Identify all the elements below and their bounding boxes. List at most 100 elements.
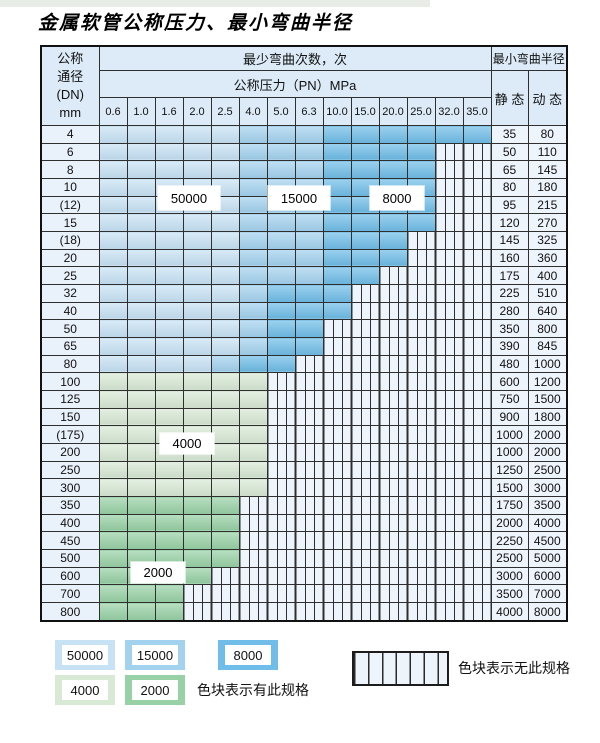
spec-cell — [126, 178, 156, 197]
no-spec-cell — [322, 337, 352, 356]
no-spec-cell — [434, 443, 464, 462]
table-row: 4 35 80 — [40, 125, 568, 144]
spec-cell — [210, 549, 240, 568]
dn-label: 200 — [40, 443, 100, 462]
dn-label: 100 — [40, 372, 100, 392]
spec-cell — [126, 460, 156, 480]
no-spec-cell — [294, 496, 324, 515]
no-spec-cell — [350, 337, 380, 356]
spec-cell — [126, 443, 156, 462]
spec-cell — [126, 142, 156, 162]
spec-cell — [154, 284, 184, 303]
has-spec-label: 色块表示有此规格 — [197, 682, 309, 698]
no-spec-cell — [378, 354, 408, 374]
dn-label: 10 — [40, 178, 100, 197]
spec-cell — [98, 142, 128, 162]
dynamic-value: 6000 — [527, 566, 568, 586]
no-spec-cell — [294, 549, 324, 568]
spec-cell — [238, 195, 268, 215]
spec-cell — [322, 284, 352, 303]
spec-cell — [182, 390, 212, 409]
spec-cell — [98, 337, 128, 356]
pressure-tick: 20.0 — [378, 97, 408, 126]
spec-cell — [210, 531, 240, 551]
no-spec-cell — [350, 566, 380, 586]
table-row: 8 65 145 — [40, 160, 568, 180]
dynamic-value: 1000 — [527, 354, 568, 374]
spec-cell — [154, 301, 184, 321]
spec-cell — [210, 284, 240, 303]
radius-header: 最小弯曲半径 — [490, 45, 568, 71]
spec-cell — [406, 160, 436, 180]
no-spec-cell — [434, 301, 464, 321]
no-spec-cell — [434, 354, 464, 374]
no-spec-cell — [350, 301, 380, 321]
no-spec-cell — [322, 354, 352, 374]
dynamic-value: 800 — [527, 319, 568, 339]
spec-cell — [210, 390, 240, 409]
table-row: 450 2250 4500 — [40, 531, 568, 551]
spec-cell — [378, 160, 408, 180]
spec-cell — [98, 213, 128, 233]
no-spec-cell — [294, 584, 324, 604]
no-spec-cell — [462, 443, 492, 462]
spec-cell — [182, 266, 212, 286]
spec-cell — [154, 602, 184, 622]
no-spec-cell — [462, 390, 492, 409]
static-value: 225 — [490, 284, 529, 303]
no-spec-cell — [238, 584, 268, 604]
no-spec-cell — [434, 213, 464, 233]
table-row: 500 2500 5000 — [40, 549, 568, 568]
static-value: 4000 — [490, 602, 529, 622]
pressure-tick: 4.0 — [238, 97, 268, 126]
spec-cell — [350, 231, 380, 250]
cycles-header: 最少弯曲次数，次 — [98, 45, 492, 71]
page-title: 金属软管公称压力、最小弯曲半径 — [38, 13, 354, 34]
spec-cell — [98, 178, 128, 197]
no-spec-cell — [294, 407, 324, 427]
spec-cell — [154, 407, 184, 427]
no-spec-cell — [434, 319, 464, 339]
no-spec-cell — [406, 231, 436, 250]
no-spec-cell — [434, 178, 464, 197]
no-spec-cell — [322, 407, 352, 427]
dynamic-value: 1500 — [527, 390, 568, 409]
spec-cell — [98, 443, 128, 462]
spec-cell — [126, 160, 156, 180]
pressure-tick: 2.0 — [182, 97, 212, 126]
no-spec-cell — [350, 549, 380, 568]
pressure-header: 公称压力（PN）MPa — [98, 70, 492, 98]
table-row: 20 160 360 — [40, 248, 568, 268]
dn-label: 50 — [40, 319, 100, 339]
spec-cell — [98, 266, 128, 286]
spec-cell — [154, 531, 184, 551]
no-spec-cell — [266, 602, 296, 622]
spec-cell — [182, 531, 212, 551]
spec-cell — [266, 142, 296, 162]
no-spec-cell — [406, 390, 436, 409]
dynamic-value: 4500 — [527, 531, 568, 551]
static-value: 480 — [490, 354, 529, 374]
spec-cell — [154, 496, 184, 515]
scan-artifact-strip — [0, 0, 430, 7]
spec-cell — [182, 337, 212, 356]
static-value: 1000 — [490, 425, 529, 445]
no-spec-cell — [350, 602, 380, 622]
spec-cell — [126, 195, 156, 215]
no-spec-cell — [378, 496, 408, 515]
table-row: 800 4000 8000 — [40, 602, 568, 622]
no-spec-cell — [350, 390, 380, 409]
no-spec-swatch — [352, 651, 449, 686]
spec-cell — [182, 301, 212, 321]
no-spec-cell — [266, 460, 296, 480]
no-spec-cell — [350, 284, 380, 303]
static-value: 1250 — [490, 460, 529, 480]
no-spec-cell — [266, 390, 296, 409]
static-value: 120 — [490, 213, 529, 233]
spec-cell — [210, 301, 240, 321]
no-spec-cell — [434, 549, 464, 568]
no-spec-cell — [350, 496, 380, 515]
no-spec-cell — [350, 407, 380, 427]
spec-cell — [98, 231, 128, 250]
dynamic-value: 2000 — [527, 425, 568, 445]
